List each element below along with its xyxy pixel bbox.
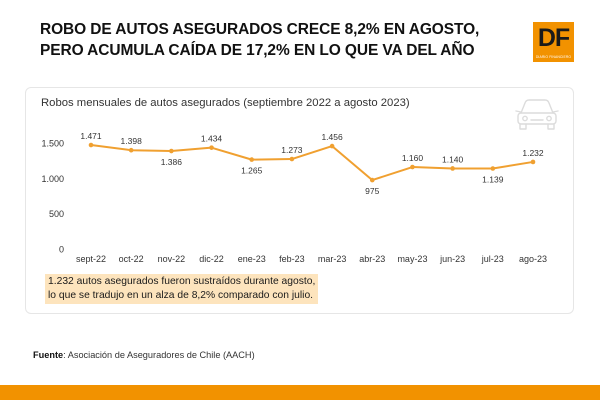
- data-point: [169, 148, 174, 154]
- y-tick-label: 1.000: [41, 174, 64, 184]
- x-tick-label: nov-22: [158, 254, 186, 264]
- df-logo: DF DIARIO FINANCIERO: [533, 22, 574, 62]
- data-label: 1.265: [241, 166, 263, 176]
- data-label: 1.160: [402, 153, 424, 163]
- source-label: Fuente: [33, 350, 64, 360]
- data-label: 1.471: [80, 131, 102, 141]
- note-line-2: lo que se tradujo en un alza de 8,2% com…: [48, 290, 314, 301]
- data-label: 1.139: [482, 175, 504, 185]
- series-line: [90, 144, 534, 182]
- logo-mark: DF: [537, 24, 570, 52]
- car-icon: [515, 99, 559, 130]
- x-tick-label: dic-22: [199, 254, 224, 264]
- data-label: 975: [365, 186, 379, 196]
- x-tick-label: ene-23: [238, 254, 266, 264]
- x-tick-label: oct-22: [119, 254, 144, 264]
- data-label: 1.386: [161, 157, 183, 167]
- data-label: 1.398: [121, 136, 143, 146]
- data-point: [128, 147, 134, 153]
- x-tick-label: feb-23: [279, 254, 305, 264]
- data-label: 1.140: [442, 154, 464, 164]
- data-label: 1.434: [201, 134, 223, 144]
- data-point: [530, 159, 536, 165]
- x-tick-label: ago-23: [519, 254, 547, 264]
- data-label: 1.273: [281, 145, 303, 155]
- data-point: [249, 157, 255, 162]
- headline-line-2: PERO ACUMULA CAÍDA DE 17,2% EN LO QUE VA…: [40, 42, 475, 59]
- data-point: [209, 145, 214, 150]
- note-line-1: 1.232 autos asegurados fueron sustraídos…: [48, 276, 316, 287]
- y-tick-label: 1.500: [41, 139, 64, 149]
- x-tick-label: sept-22: [76, 254, 106, 264]
- headline-line-1: ROBO DE AUTOS ASEGURADOS CRECE 8,2% EN A…: [40, 21, 480, 38]
- data-point: [289, 156, 295, 162]
- headline: ROBO DE AUTOS ASEGURADOS CRECE 8,2% EN A…: [40, 19, 510, 61]
- logo-tagline: DIARIO FINANCIERO: [535, 55, 572, 59]
- data-point: [410, 164, 415, 170]
- x-tick-label: may-23: [397, 254, 427, 264]
- data-point: [88, 142, 94, 148]
- data-label: 1.232: [522, 148, 544, 158]
- bottom-accent-bar: [0, 385, 600, 400]
- y-tick-label: 0: [59, 245, 64, 255]
- x-tick-label: jul-23: [481, 254, 504, 264]
- y-tick-label: 500: [49, 209, 64, 219]
- data-point: [490, 166, 496, 171]
- x-tick-label: jun-23: [439, 254, 465, 264]
- data-point: [329, 143, 335, 149]
- x-tick-label: mar-23: [318, 254, 347, 264]
- data-label: 1.456: [321, 132, 343, 142]
- x-tick-label: abr-23: [359, 254, 385, 264]
- data-point: [450, 166, 455, 171]
- summary-note: 1.232 autos asegurados fueron sustraídos…: [45, 274, 319, 304]
- data-point: [369, 177, 375, 183]
- source-text: : Asociación de Aseguradores de Chile (A…: [63, 350, 255, 360]
- chart-title: Robos mensuales de autos asegurados (sep…: [41, 97, 410, 109]
- source-line: Fuente: Asociación de Aseguradores de Ch…: [33, 350, 255, 360]
